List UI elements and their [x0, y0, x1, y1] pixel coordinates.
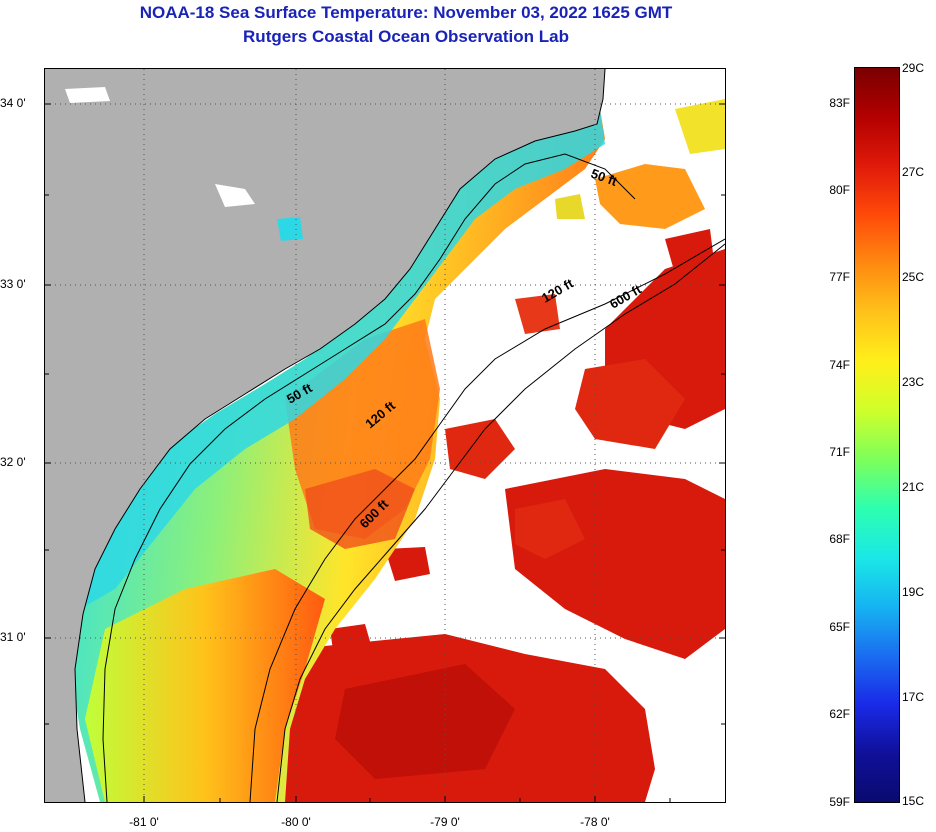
- colorbar-f-80: 80F: [829, 183, 850, 197]
- sst-map-canvas: 50 ft 50 ft 120 ft 120 ft 600 ft 600 ft: [45, 69, 725, 802]
- isobath-50ft: [102, 153, 636, 802]
- land-mass: [45, 69, 605, 802]
- gulf-stream-water: [275, 229, 725, 802]
- inland-lake-3: [65, 87, 110, 103]
- lat-label-31: 31 0': [0, 630, 26, 644]
- ne-shelf-water-2: [675, 99, 725, 154]
- shelf-warm-band-2: [305, 469, 415, 549]
- lon-label-78: -78 0': [580, 815, 610, 829]
- colorbar-c-29: 29C: [902, 61, 925, 75]
- map-ticks: [45, 103, 725, 802]
- warm-patch-small: [445, 419, 515, 479]
- isobath-label-120ft-north: 120 ft: [539, 275, 576, 305]
- inland-lake-2: [215, 184, 255, 207]
- colorbar-f-77: 77F: [829, 270, 850, 284]
- warm-patch-small-4: [330, 624, 375, 664]
- colorbar-f-68: 68F: [829, 532, 850, 546]
- warm-patch-small-3: [385, 547, 430, 581]
- colorbar-c-27: 27C: [902, 165, 925, 179]
- colorbar-c-23: 23C: [902, 375, 925, 389]
- map-subtitle: Rutgers Coastal Ocean Observation Lab: [243, 27, 569, 46]
- warm-patch-mid: [575, 359, 685, 449]
- colorbar-c-17: 17C: [902, 690, 925, 704]
- nearshore-cool-band: [80, 109, 605, 609]
- map-title: NOAA-18 Sea Surface Temperature: Novembe…: [139, 3, 673, 22]
- colorbar-c-19: 19C: [902, 585, 925, 599]
- ne-shelf-water-3: [555, 194, 585, 219]
- gulf-stream-core-patch: [335, 664, 515, 779]
- graticule: [45, 69, 725, 802]
- isobath-120ft: [249, 238, 725, 802]
- lon-label-80: -80 0': [281, 815, 311, 829]
- colorbar-f-83: 83F: [829, 96, 850, 110]
- ne-shelf-water: [595, 164, 705, 229]
- inland-lake-1: [277, 217, 303, 241]
- isobath-600ft: [276, 243, 725, 802]
- colorbar-f-74: 74F: [829, 358, 850, 372]
- colorbar-f-62: 62F: [829, 707, 850, 721]
- lat-label-34: 34 0': [0, 96, 26, 110]
- lon-label-79: -79 0': [430, 815, 460, 829]
- lat-label-33: 33 0': [0, 277, 26, 291]
- coastline: [74, 69, 606, 802]
- shelf-water-south: [85, 569, 325, 802]
- colorbar-c-15: 15C: [902, 794, 925, 808]
- gulf-stream-east-patch: [505, 469, 725, 659]
- isobaths: [102, 153, 725, 802]
- colorbar-c-25: 25C: [902, 270, 925, 284]
- lat-label-32: 32 0': [0, 455, 26, 469]
- sst-map: 50 ft 50 ft 120 ft 120 ft 600 ft 600 ft: [44, 68, 726, 803]
- colorbar-f-59: 59F: [829, 795, 850, 809]
- colorbar-c-21: 21C: [902, 480, 925, 494]
- warm-patch-small-2: [515, 499, 585, 559]
- temperature-colorbar: [854, 67, 900, 803]
- warm-patch-ne-3: [515, 294, 560, 334]
- colorbar-f-65: 65F: [829, 620, 850, 634]
- lon-label-81: -81 0': [129, 815, 159, 829]
- warm-patch-ne-2: [665, 229, 715, 274]
- colorbar-f-71: 71F: [829, 445, 850, 459]
